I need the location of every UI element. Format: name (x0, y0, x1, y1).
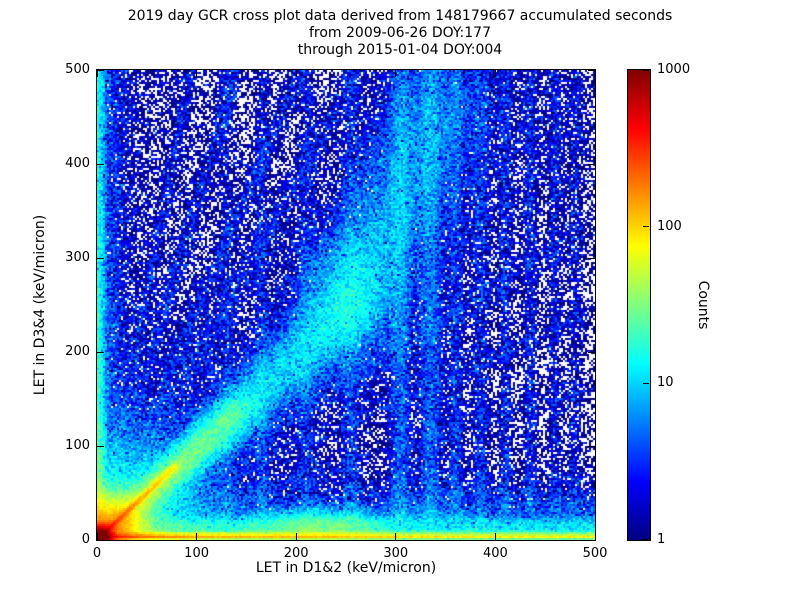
title-line-2: from 2009-06-26 DOY:177 (308, 25, 491, 41)
plot-area (96, 69, 596, 541)
y-tick-mark (97, 163, 104, 165)
y-tick-label: 0 (81, 532, 90, 547)
x-tick-label: 0 (92, 546, 102, 561)
title-line-1: 2019 day GCR cross plot data derived fro… (127, 8, 673, 24)
x-axis-label: LET in D1&2 (keV/micron) (255, 560, 437, 576)
y-tick-mark (588, 445, 595, 447)
y-tick-label: 500 (65, 62, 90, 77)
x-tick-mark (196, 70, 198, 77)
x-tick-mark (96, 533, 98, 540)
y-tick-mark (97, 69, 104, 71)
x-tick-mark (295, 533, 297, 540)
x-tick-mark (96, 70, 98, 77)
colorbar-tick-label: 100 (657, 218, 682, 234)
x-tick-mark (594, 70, 596, 77)
x-tick-mark (594, 533, 596, 540)
y-tick-mark (588, 257, 595, 259)
colorbar-tick-mark (643, 382, 649, 384)
colorbar-tick-mark (643, 226, 649, 228)
x-tick-mark (494, 533, 496, 540)
x-tick-label: 100 (184, 546, 209, 561)
y-tick-mark (97, 351, 104, 353)
x-tick-mark (196, 533, 198, 540)
y-axis-label: LET in D3&4 (keV/micron) (32, 214, 48, 396)
x-tick-mark (395, 533, 397, 540)
colorbar (627, 69, 651, 541)
colorbar-tick-label: 1000 (657, 62, 691, 77)
y-tick-label: 100 (65, 438, 90, 453)
y-tick-mark (588, 351, 595, 353)
y-tick-mark (588, 163, 595, 165)
x-tick-mark (395, 70, 397, 77)
y-tick-label: 200 (65, 344, 90, 359)
colorbar-label: Counts (695, 280, 711, 330)
y-tick-label: 300 (65, 250, 90, 265)
x-tick-label: 400 (482, 546, 508, 561)
x-tick-mark (494, 70, 496, 77)
y-tick-mark (97, 539, 104, 541)
y-tick-mark (588, 69, 595, 71)
y-tick-mark (97, 445, 104, 447)
x-tick-label: 200 (283, 546, 309, 561)
y-tick-mark (97, 257, 104, 259)
y-tick-mark (588, 539, 595, 541)
colorbar-tick-mark (643, 69, 649, 71)
x-tick-mark (295, 70, 297, 77)
colorbar-tick-label: 10 (657, 375, 674, 391)
plot-canvas (97, 70, 595, 540)
y-tick-label: 400 (65, 156, 90, 171)
colorbar-tick-label: 1 (657, 532, 666, 547)
x-tick-label: 500 (582, 546, 608, 561)
x-tick-label: 300 (383, 546, 409, 561)
chart-title: 2019 day GCR cross plot data derived fro… (0, 8, 800, 59)
colorbar-tick-mark (643, 538, 649, 540)
colorbar-gradient (628, 70, 650, 540)
title-line-3: through 2015-01-04 DOY:004 (297, 42, 503, 58)
